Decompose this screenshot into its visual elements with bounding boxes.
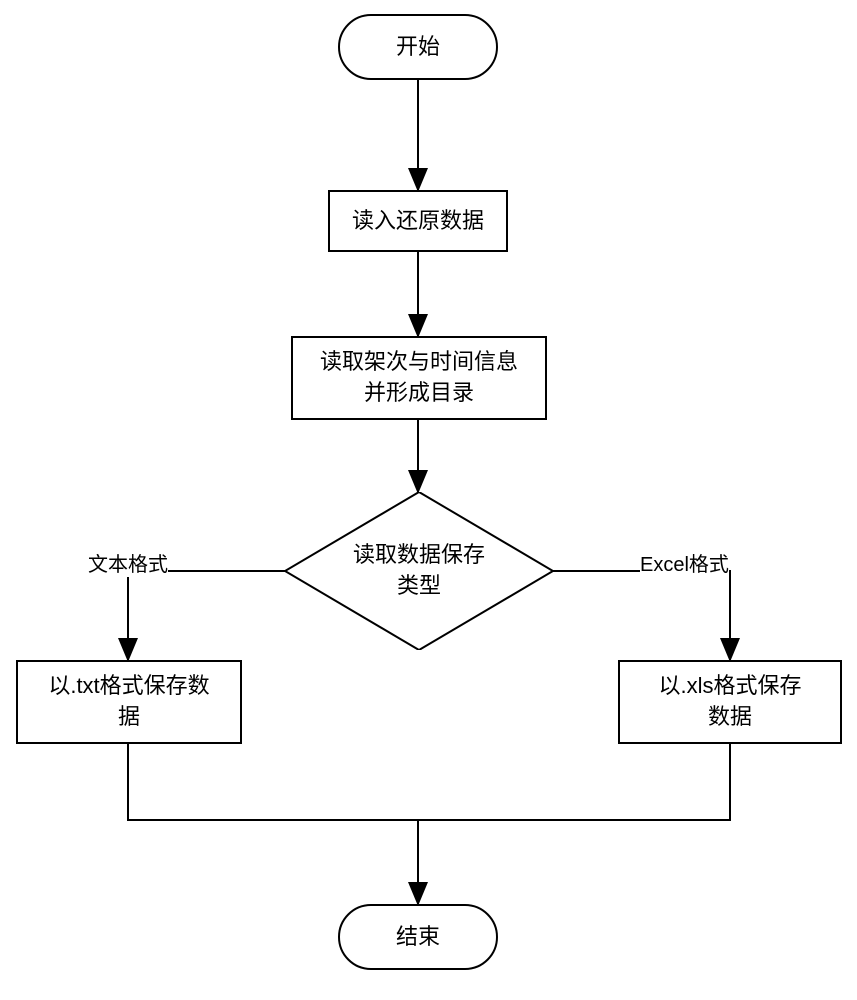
start-label: 开始 — [396, 32, 440, 63]
read-idx-label: 读取架次与时间信息 并形成目录 — [320, 347, 518, 409]
decision-node: 读取数据保存 类型 — [285, 492, 553, 650]
end-node: 结束 — [338, 904, 498, 970]
read-idx-node: 读取架次与时间信息 并形成目录 — [291, 336, 547, 420]
read-in-label: 读入还原数据 — [352, 206, 484, 237]
flowchart-canvas: 开始 读入还原数据 读取架次与时间信息 并形成目录 读取数据保存 类型 以.tx… — [0, 0, 857, 1000]
txt-node: 以.txt格式保存数 据 — [16, 660, 242, 744]
xls-node: 以.xls格式保存 数据 — [618, 660, 842, 744]
edge-label-left: 文本格式 — [88, 548, 168, 577]
end-label: 结束 — [396, 922, 440, 953]
edge-label-right: Excel格式 — [640, 548, 729, 577]
txt-label: 以.txt格式保存数 据 — [48, 671, 209, 733]
start-node: 开始 — [338, 14, 498, 80]
read-in-node: 读入还原数据 — [328, 190, 508, 252]
xls-label: 以.xls格式保存 数据 — [658, 671, 801, 733]
decision-label: 读取数据保存 类型 — [353, 540, 485, 602]
